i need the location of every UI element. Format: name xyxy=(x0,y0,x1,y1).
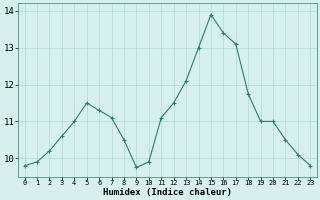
X-axis label: Humidex (Indice chaleur): Humidex (Indice chaleur) xyxy=(103,188,232,197)
